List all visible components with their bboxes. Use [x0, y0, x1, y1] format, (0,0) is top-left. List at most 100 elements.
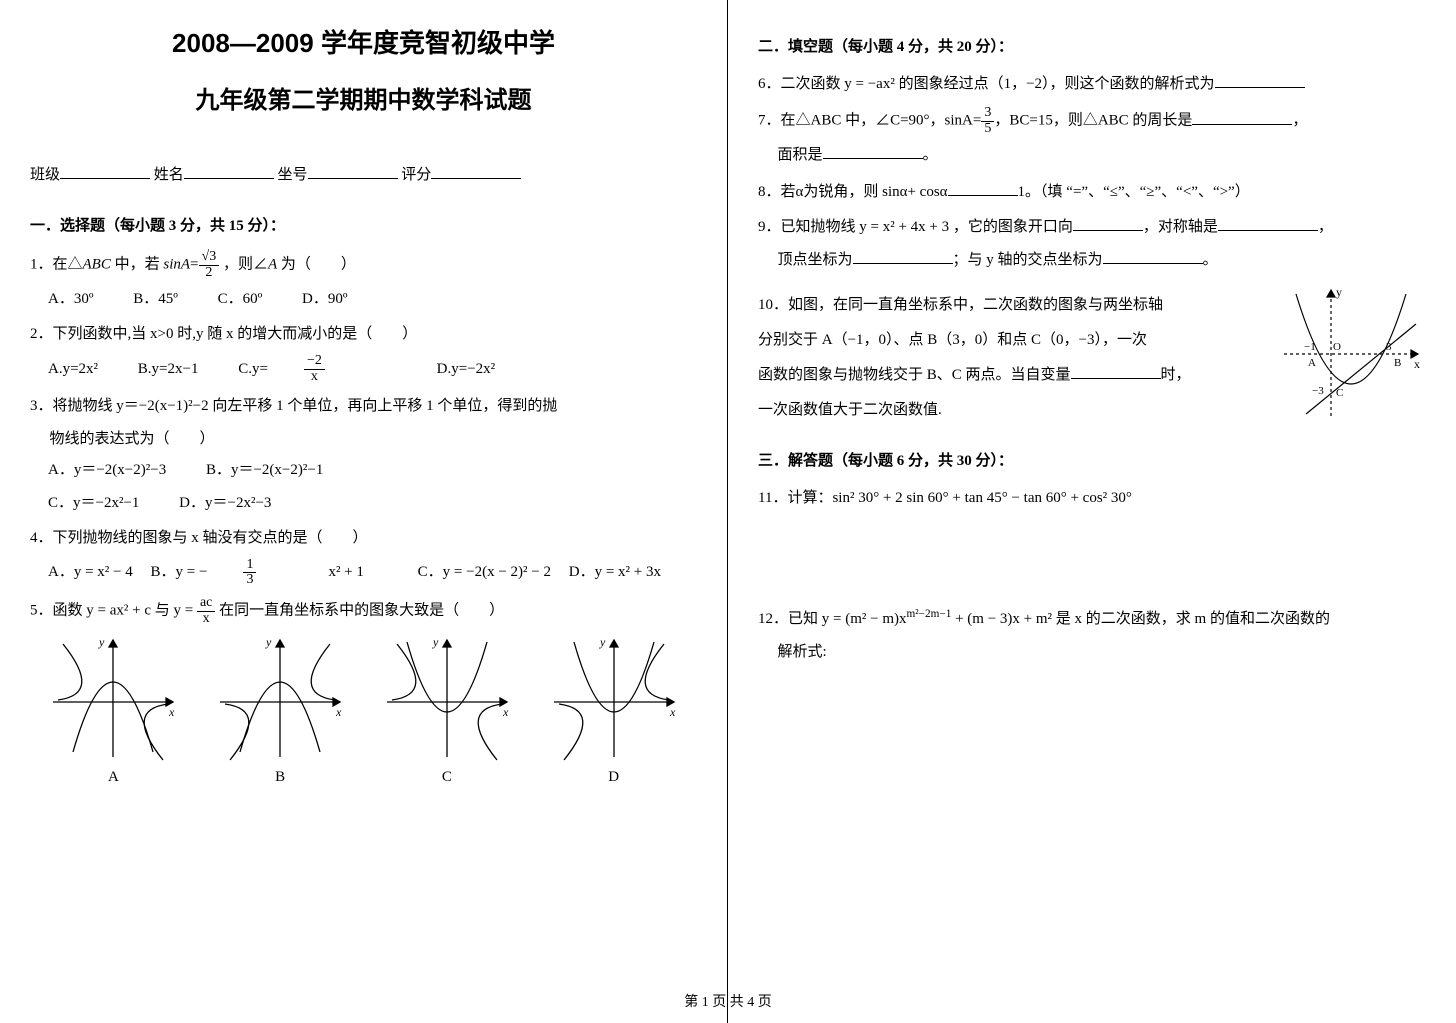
q12: 12．已知 y = (m² − m)xm²−2m−1 + (m − 3)x + … [758, 606, 1426, 633]
q8-blank [948, 181, 1018, 196]
q2-o3: C.y=−2x [238, 354, 397, 384]
q9-b1 [1073, 216, 1143, 231]
q4-o2a: B．y = − [151, 559, 208, 586]
q4-o4: D．y = x² + 3x [569, 559, 661, 586]
q1-a: 1．在△ [30, 257, 83, 273]
q7-den: 5 [981, 122, 994, 137]
q1-o2: B．45º [133, 286, 178, 313]
q7-e: 。 [923, 147, 938, 163]
section-3-head: 三．解答题（每小题 6 分，共 30 分）： [758, 448, 1426, 475]
q10-m1: −1 [1304, 341, 1316, 353]
blank-seat [308, 164, 398, 179]
q9-c: ， [1318, 219, 1333, 235]
q10-x: x [1414, 357, 1420, 371]
left-column: 2008—2009 学年度竞智初级中学 九年级第二学期期中数学科试题 班级 姓名… [0, 0, 728, 1023]
q12-c: 解析式: [758, 639, 1426, 666]
q2: 2．下列函数中,当 x>0 时,y 随 x 的增大而减小的是（ ） [30, 321, 697, 348]
q2-opts: A.y=2x² B.y=2x−1 C.y=−2x D.y=−2x² [30, 354, 697, 384]
q8-b: 1。（填 “=”、“≤”、“≥”、“<”、“>”） [1018, 184, 1250, 200]
q3-l2: 物线的表达式为（ ） [30, 426, 697, 453]
page-footer: 第 1 页 共 4 页 [0, 990, 1456, 1015]
q9-l2: 顶点坐标为 ；与 y 轴的交点坐标为 。 [758, 247, 1426, 274]
q2-o3-frac: −2x [304, 354, 361, 384]
q5-a-x: x [168, 705, 175, 719]
q5: 5．函数 y = ax² + c 与 y = acx 在同一直角坐标系中的图象大… [30, 596, 697, 626]
q10-O: O [1333, 341, 1341, 353]
right-column: 二．填空题（每小题 4 分，共 20 分）： 6．二次函数 y = −ax² 的… [728, 0, 1456, 1023]
q4-o2-frac: 13 [243, 558, 292, 588]
q1: 1．在△ABC 中，若 sinA=√32 ，则∠A 为（ ） [30, 250, 697, 280]
q6-blank [1215, 73, 1305, 88]
q5-frac: acx [197, 596, 215, 626]
q5-b-y: y [265, 635, 272, 649]
q10-blank [1071, 364, 1161, 379]
q1-d: 为（ ） [277, 257, 356, 273]
q3-o1: A．y＝−2(x−2)²−3 [48, 457, 166, 484]
q4-o1: A．y = x² − 4 [48, 559, 133, 586]
q10-m3: −3 [1312, 385, 1324, 397]
q5-a: 5．函数 y = ax² + c 与 y = [30, 603, 197, 619]
q11: 11．计算：sin² 30° + 2 sin 60° + tan 45° − t… [758, 485, 1426, 512]
q4: 4．下列抛物线的图象与 x 轴没有交点的是（ ） [30, 525, 697, 552]
q7-blank1 [1192, 110, 1292, 125]
q1-den: 2 [199, 266, 220, 281]
q1-eq: = [190, 257, 198, 273]
q5-label-d: D [544, 764, 684, 791]
q5-d-y: y [599, 635, 606, 649]
q1-A: A [268, 257, 277, 273]
q12-a: 12．已知 y = (m² − m)x [758, 611, 907, 627]
q1-o4: D．90º [302, 286, 347, 313]
q7-a: 7．在△ABC 中，∠C=90°，sinA= [758, 113, 981, 129]
q4-o2-den: 3 [243, 573, 256, 588]
q5-d-x: x [669, 705, 676, 719]
q8: 8．若α为锐角，则 sinα+ cosα1。（填 “=”、“≤”、“≥”、“<”… [758, 179, 1426, 206]
q5-b: 在同一直角坐标系中的图象大致是（ ） [215, 603, 504, 619]
meta-seat: 坐号 [278, 167, 308, 183]
q3-opts1: A．y＝−2(x−2)²−3 B．y＝−2(x−2)²−1 [30, 457, 697, 484]
q3-o2: B．y＝−2(x−2)²−1 [206, 457, 323, 484]
q3-o4: D．y＝−2x²−3 [179, 490, 271, 517]
q1-o3: C．60º [218, 286, 263, 313]
q9-d: 顶点坐标为 [778, 252, 853, 268]
q10-B: B [1394, 357, 1401, 369]
q5-num: ac [197, 596, 215, 612]
q9-b: ，对称轴是 [1143, 219, 1218, 235]
q1-frac: √32 [199, 250, 220, 280]
title-sub: 九年级第二学期期中数学科试题 [30, 79, 697, 122]
q5-graph-d: x y D [544, 632, 684, 791]
q9-f: 。 [1203, 252, 1218, 268]
q5-label-b: B [210, 764, 350, 791]
q10-block: y x −1 O 3 −3 A B C 10．如图，在同一直角坐标系中，二次函数… [758, 284, 1426, 434]
blank-name [184, 164, 274, 179]
q10-A: A [1308, 357, 1316, 369]
q5-label-a: A [43, 764, 183, 791]
q1-b: 中，若 [111, 257, 164, 273]
q6-stem: 6．二次函数 y = −ax² 的图象经过点（1，−2），则这个函数的解析式为 [758, 76, 1215, 92]
q4-opts: A．y = x² − 4 B．y = −13x² + 1 C．y = −2(x … [30, 558, 717, 588]
q10-C: C [1336, 387, 1343, 399]
q12-exp: m²−2m−1 [907, 608, 952, 620]
q9-e: ；与 y 轴的交点坐标为 [953, 252, 1103, 268]
q10-p3: 3 [1386, 341, 1392, 353]
meta-score: 评分 [401, 167, 431, 183]
q4-o2: B．y = − 13 x² + 1 [151, 558, 400, 588]
q9: 9．已知抛物线 y = x² + 4x + 3 ，它的图象开口向，对称轴是， [758, 214, 1426, 241]
meta-class: 班级 [30, 167, 60, 183]
q5-graph-c: x y C [377, 632, 517, 791]
q6: 6．二次函数 y = −ax² 的图象经过点（1，−2），则这个函数的解析式为 [758, 71, 1426, 98]
q10-figure: y x −1 O 3 −3 A B C [1276, 284, 1426, 434]
q1-c: ，则∠ [219, 257, 268, 273]
q9-b2 [1218, 216, 1318, 231]
q7-blank2 [823, 144, 923, 159]
title-main: 2008—2009 学年度竞智初级中学 [30, 20, 697, 67]
q2-o1: A.y=2x² [48, 356, 98, 383]
q4-o2b: x² + 1 [328, 559, 363, 586]
section-1-head: 一．选择题（每小题 3 分，共 15 分）： [30, 213, 697, 240]
q1-opts: A．30º B．45º C．60º D．90º [30, 286, 697, 313]
meta-name: 姓名 [154, 167, 184, 183]
q5-a-y: y [98, 635, 105, 649]
q1-o1: A．30º [48, 286, 93, 313]
q1-num: √3 [199, 250, 220, 266]
q2-o3-num: −2 [304, 354, 325, 370]
q1-sin: sinA [163, 257, 190, 273]
